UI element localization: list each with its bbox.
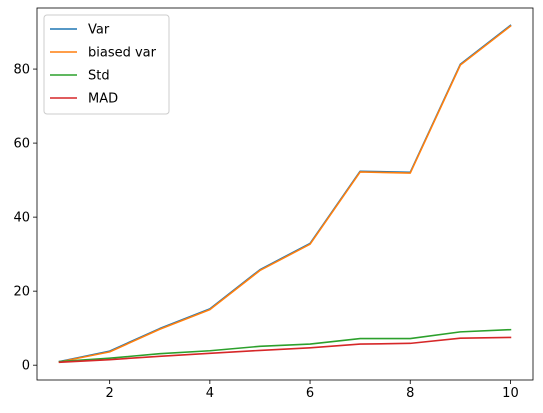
x-tick-label: 4 <box>206 386 214 401</box>
x-tick-label: 8 <box>406 386 414 401</box>
legend-label: Var <box>88 23 110 38</box>
x-tick-label: 2 <box>106 386 114 401</box>
y-axis: 0 20 40 60 80 <box>13 63 37 374</box>
y-tick-label: 80 <box>13 63 30 78</box>
legend-label: Std <box>88 69 110 84</box>
x-tick-label: 10 <box>502 386 519 401</box>
y-tick-label: 20 <box>13 285 30 300</box>
y-tick-label: 40 <box>13 211 30 226</box>
series-line-std <box>60 330 511 362</box>
y-tick-label: 0 <box>22 359 30 374</box>
legend-label: MAD <box>88 92 118 107</box>
x-tick-label: 6 <box>306 386 314 401</box>
legend-label: biased var <box>88 46 157 61</box>
y-tick-label: 60 <box>13 137 30 152</box>
series-line-mad <box>60 337 511 362</box>
x-axis: 2 4 6 8 10 <box>106 380 519 401</box>
legend: Var biased var Std MAD <box>44 15 169 114</box>
